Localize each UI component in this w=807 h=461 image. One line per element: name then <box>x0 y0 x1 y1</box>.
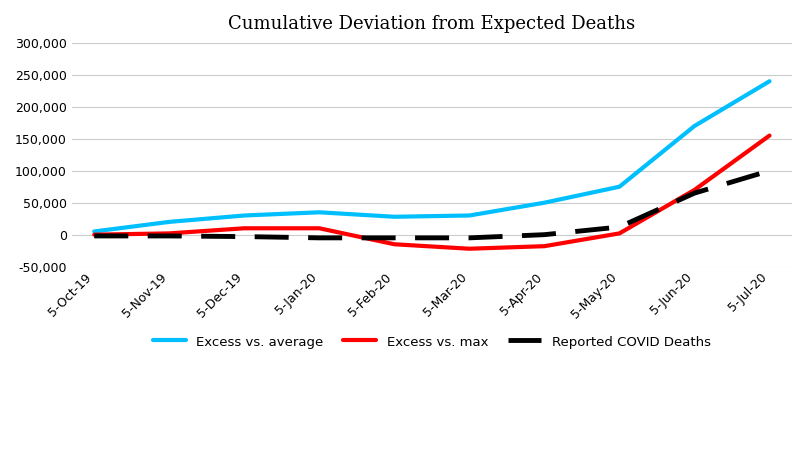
Reported COVID Deaths <box>540 232 550 237</box>
Reported COVID Deaths <box>390 235 399 241</box>
Reported COVID Deaths <box>165 233 174 239</box>
Line: Reported COVID Deaths: Reported COVID Deaths <box>94 171 770 238</box>
Excess vs. average <box>165 219 174 225</box>
Reported COVID Deaths <box>240 234 249 239</box>
Excess vs. average <box>465 213 475 218</box>
Excess vs. max <box>90 232 99 237</box>
Excess vs. average <box>390 214 399 219</box>
Excess vs. max <box>540 243 550 249</box>
Excess vs. max <box>765 133 775 138</box>
Excess vs. average <box>690 123 700 129</box>
Excess vs. max <box>390 242 399 247</box>
Excess vs. average <box>615 184 625 189</box>
Excess vs. max <box>690 187 700 193</box>
Excess vs. average <box>315 210 324 215</box>
Reported COVID Deaths <box>90 233 99 239</box>
Excess vs. max <box>165 230 174 236</box>
Reported COVID Deaths <box>615 224 625 230</box>
Title: Cumulative Deviation from Expected Deaths: Cumulative Deviation from Expected Death… <box>228 15 635 33</box>
Excess vs. average <box>765 78 775 84</box>
Reported COVID Deaths <box>465 235 475 241</box>
Line: Excess vs. max: Excess vs. max <box>94 136 770 249</box>
Excess vs. max <box>465 246 475 252</box>
Excess vs. max <box>315 225 324 231</box>
Excess vs. average <box>540 200 550 206</box>
Reported COVID Deaths <box>690 190 700 196</box>
Legend: Excess vs. average, Excess vs. max, Reported COVID Deaths: Excess vs. average, Excess vs. max, Repo… <box>148 329 716 354</box>
Reported COVID Deaths <box>315 235 324 241</box>
Excess vs. max <box>240 225 249 231</box>
Reported COVID Deaths <box>765 168 775 173</box>
Line: Excess vs. average: Excess vs. average <box>94 81 770 231</box>
Excess vs. average <box>90 229 99 234</box>
Excess vs. average <box>240 213 249 218</box>
Excess vs. max <box>615 230 625 236</box>
